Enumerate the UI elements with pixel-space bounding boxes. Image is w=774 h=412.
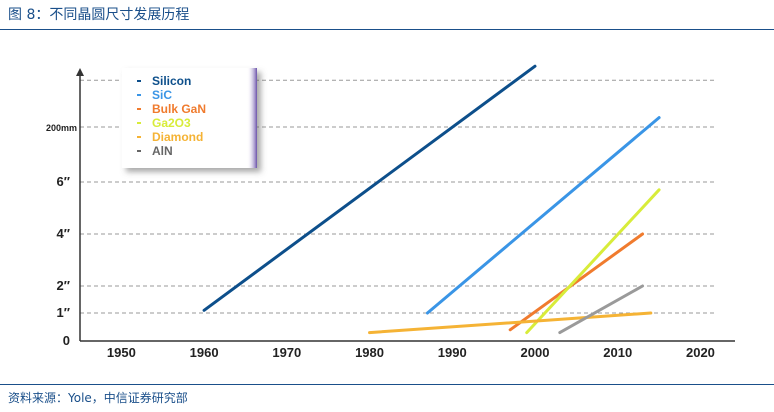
- series-line-ga2o3: [525, 188, 661, 335]
- x-tick-label: 1980: [355, 345, 384, 360]
- series-line-sic: [425, 116, 661, 315]
- series-line-silicon: [202, 64, 537, 312]
- series-line-bulk-gan: [508, 232, 645, 332]
- legend-label: Diamond: [152, 130, 203, 144]
- title-rule: [0, 29, 774, 30]
- x-tick-label: 1950: [107, 345, 136, 360]
- x-tick-label: 1990: [438, 345, 467, 360]
- figure-title: 图 8：不同晶圆尺寸发展历程: [8, 7, 190, 23]
- wafer-size-chart: 0 1″ 2″ 4″ 6″ 200mm 1950 1960 1970 1980 1990 2000 20…: [46, 64, 735, 360]
- y-tick-label: 2″: [57, 278, 70, 293]
- legend-box: [122, 68, 257, 168]
- x-tick-label: 1960: [190, 345, 219, 360]
- y-tick-label: 4″: [57, 226, 70, 241]
- legend-label: Silicon: [152, 74, 191, 88]
- legend-label: Ga2O3: [152, 116, 191, 130]
- series-line-aln: [558, 284, 645, 335]
- x-tick-label: 2010: [603, 345, 632, 360]
- x-tick-label: 2000: [521, 345, 550, 360]
- axes: [76, 68, 735, 342]
- y-tick-label: 200mm: [46, 123, 77, 133]
- y-tick-label: 1″: [57, 305, 70, 320]
- series-lines: [202, 64, 661, 335]
- y-axis-arrow: [76, 68, 84, 76]
- source-rule: [0, 384, 774, 385]
- tick-labels: 0 1″ 2″ 4″ 6″ 200mm 1950 1960 1970 1980 1990 2000 20…: [46, 123, 715, 360]
- x-tick-label: 1970: [272, 345, 301, 360]
- legend-edge: [247, 68, 257, 168]
- legend-label: Bulk GaN: [152, 102, 206, 116]
- legend-label: AlN: [152, 144, 173, 158]
- series-line-diamond: [368, 311, 653, 335]
- y-tick-label: 6″: [57, 174, 70, 189]
- x-tick-label: 2020: [686, 345, 715, 360]
- y-tick-label: 0: [63, 333, 70, 348]
- source-note: 资料来源：Yole，中信证券研究部: [8, 391, 188, 405]
- legend-label: SiC: [152, 88, 172, 102]
